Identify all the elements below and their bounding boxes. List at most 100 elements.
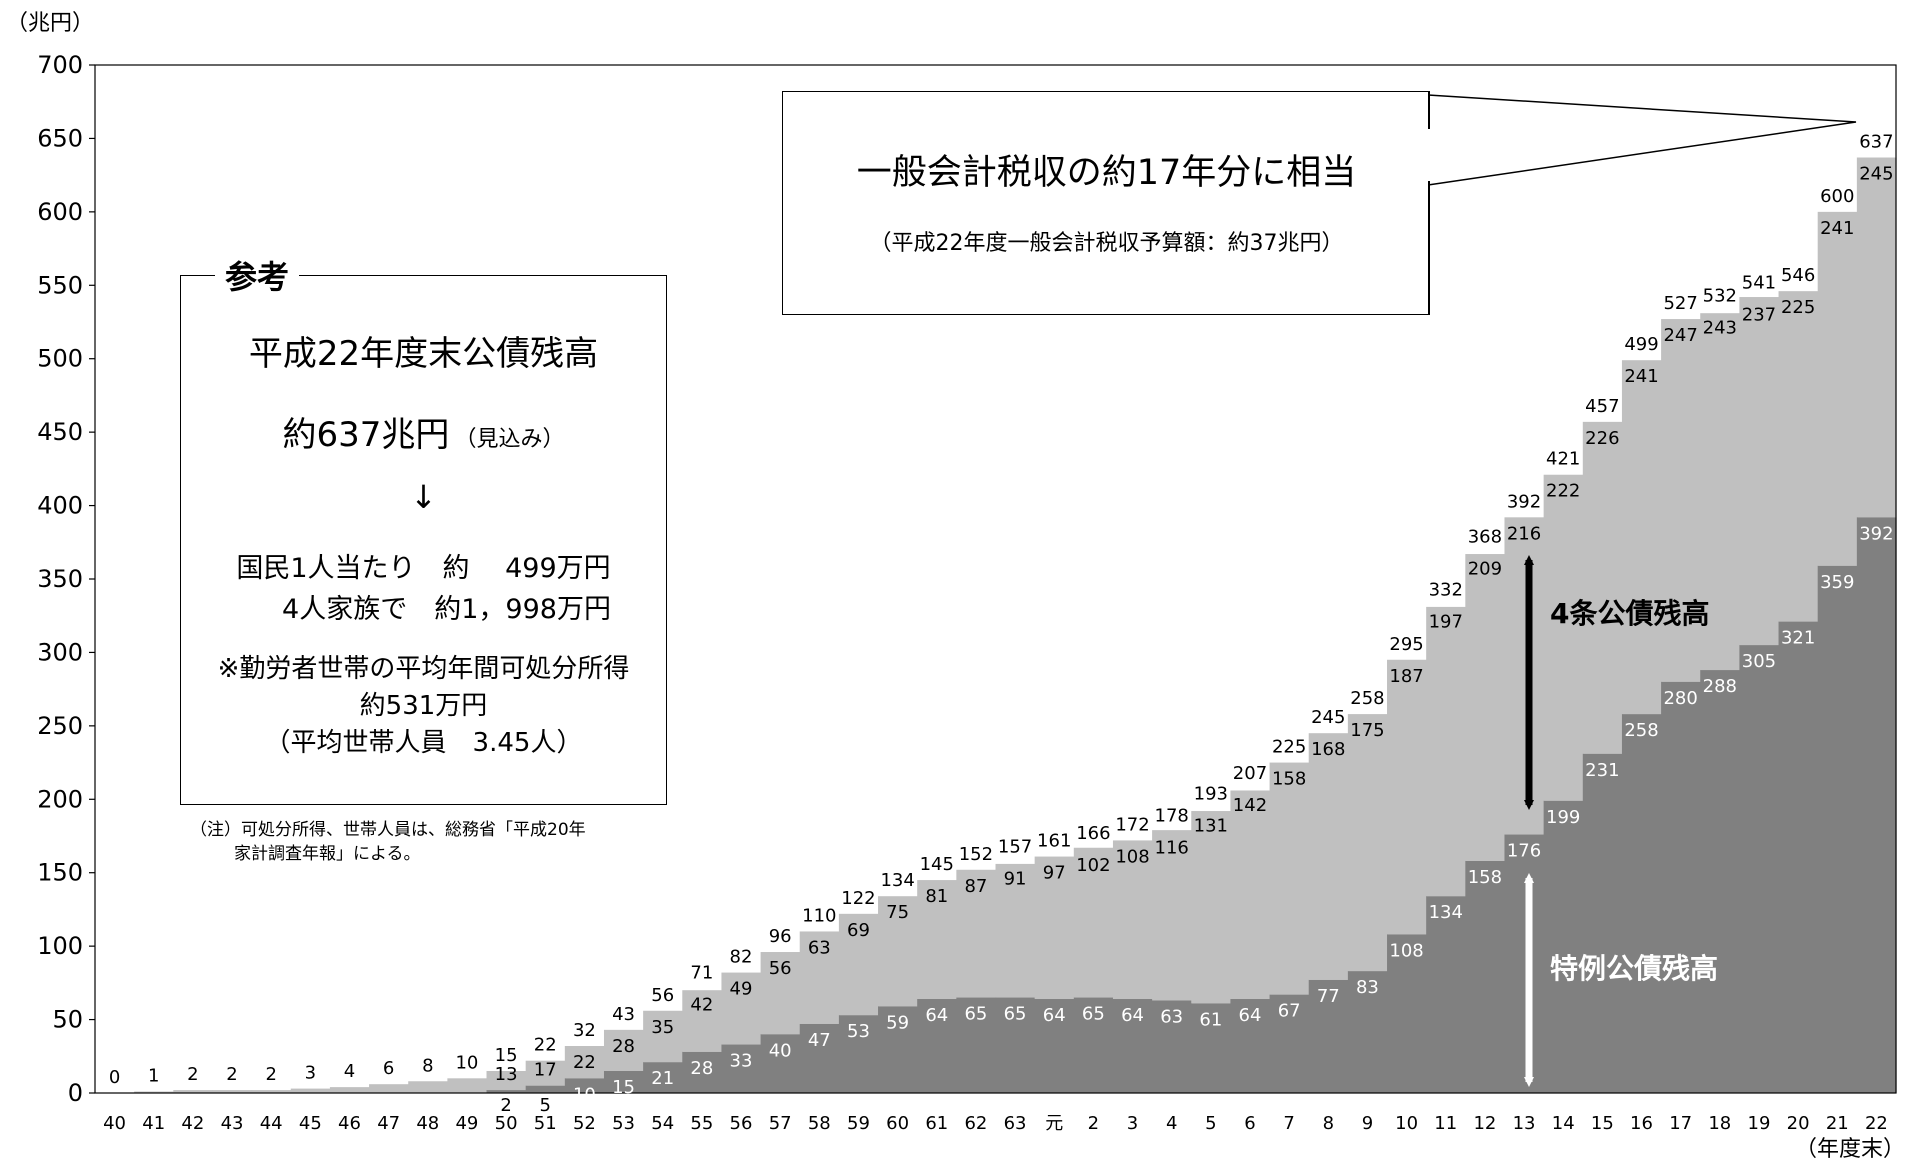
bar-tokurei-52 — [564, 1078, 605, 1093]
x-tick-label: 17 — [1669, 1113, 1692, 1134]
y-axis-unit: （兆円） — [6, 11, 94, 36]
series-tokurei-label: 40 — [769, 1040, 792, 1061]
y-tick-label: 100 — [37, 932, 83, 960]
series-4jo-label: 22 — [573, 1052, 596, 1073]
series-4jo-label: 81 — [925, 886, 948, 907]
bar-4jo-44 — [251, 1090, 292, 1093]
total-label: 172 — [1115, 814, 1149, 835]
total-label: 43 — [612, 1004, 635, 1025]
total-label: 245 — [1311, 707, 1345, 728]
x-tick-label: 6 — [1244, 1113, 1255, 1134]
series-4jo-label: 75 — [886, 902, 909, 923]
total-label: 3 — [305, 1063, 316, 1084]
series-tokurei-label: 305 — [1742, 651, 1776, 672]
total-label: 22 — [534, 1035, 557, 1056]
bar-tokurei-59 — [838, 1015, 879, 1093]
series-tokurei-label: 61 — [1199, 1009, 1222, 1030]
y-tick-label: 0 — [68, 1079, 83, 1107]
footnote-line1: （注）可処分所得、世帯人員は、総務省「平成20年 — [190, 820, 586, 840]
total-label: 71 — [690, 963, 713, 984]
total-label: 122 — [841, 888, 875, 909]
series-4jo-label: 209 — [1468, 559, 1502, 580]
bar-4jo-元 — [1034, 856, 1075, 1000]
bar-4jo-55 — [682, 990, 723, 1052]
total-label: 541 — [1742, 273, 1776, 294]
bar-4jo-43 — [212, 1090, 253, 1093]
total-label: 546 — [1781, 265, 1815, 286]
bar-tokurei-62 — [956, 997, 997, 1093]
x-tick-label: 63 — [1004, 1113, 1027, 1134]
bar-tokurei-2 — [1073, 997, 1114, 1093]
reference-note-amount: 約531万円 — [359, 691, 488, 721]
bar-4jo-11 — [1426, 606, 1466, 897]
series-tokurei-label: 33 — [730, 1051, 753, 1072]
x-tick-label: 44 — [260, 1113, 283, 1134]
bar-4jo-47 — [369, 1084, 409, 1093]
bar-4jo-3 — [1112, 840, 1153, 1000]
total-label: 637 — [1859, 132, 1893, 153]
x-tick-label: 53 — [612, 1113, 635, 1134]
total-label: 332 — [1429, 579, 1463, 600]
bar-4jo-63 — [995, 863, 1036, 998]
total-label: 457 — [1585, 396, 1619, 417]
series-4jo-label: 13 — [495, 1064, 518, 1085]
bar-4jo-41 — [134, 1091, 174, 1093]
total-label: 161 — [1037, 831, 1071, 852]
x-tick-label: 55 — [690, 1113, 713, 1134]
series-4jo-label: 142 — [1233, 795, 1267, 816]
series-4jo-label: 131 — [1194, 816, 1228, 837]
series-4jo-label: 97 — [1043, 863, 1066, 884]
reference-per-family: 4人家族で 約1，998万円 — [282, 594, 611, 625]
bar-tokurei-58 — [799, 1023, 840, 1093]
x-tick-label: 11 — [1434, 1113, 1457, 1134]
bar-4jo-19 — [1739, 297, 1780, 646]
bar-4jo-42 — [173, 1090, 214, 1093]
callout-title: 一般会計税収の約17年分に相当 — [856, 153, 1357, 193]
callout-box-right-bottom — [1428, 181, 1430, 315]
series-tokurei-label: 64 — [925, 1005, 948, 1026]
y-tick-label: 350 — [37, 565, 83, 593]
bar-4jo-22 — [1856, 157, 1897, 518]
series-4jo-label: 91 — [1004, 868, 1027, 889]
total-label: 499 — [1624, 334, 1658, 355]
series-tokurei-label: 321 — [1781, 628, 1815, 649]
series-4jo-label: 17 — [534, 1060, 557, 1081]
series-tokurei-label: 134 — [1429, 902, 1463, 923]
y-tick-label: 400 — [37, 492, 83, 520]
bar-4jo-18 — [1700, 313, 1740, 671]
x-tick-label: 14 — [1552, 1113, 1575, 1134]
bar-4jo-14 — [1543, 474, 1584, 801]
x-tick-label: 58 — [808, 1113, 831, 1134]
x-tick-label: 41 — [142, 1113, 165, 1134]
x-tick-label: 18 — [1708, 1113, 1731, 1134]
bar-tokurei-元 — [1034, 999, 1075, 1093]
series-4jo-label: 241 — [1624, 366, 1658, 387]
x-tick-label: 8 — [1323, 1113, 1334, 1134]
bar-tokurei-18 — [1700, 670, 1740, 1093]
series-tokurei-label: 359 — [1820, 572, 1854, 593]
total-label: 392 — [1507, 491, 1541, 512]
total-label: 96 — [769, 926, 792, 947]
series-tokurei-label: 47 — [808, 1030, 831, 1051]
series-4jo-label: 116 — [1155, 838, 1189, 859]
x-tick-label: 52 — [573, 1113, 596, 1134]
bar-tokurei-61 — [917, 999, 957, 1093]
x-tick-label: 3 — [1127, 1113, 1138, 1134]
series-4jo-label: 168 — [1311, 739, 1345, 760]
series-4jo-label: 216 — [1507, 523, 1541, 544]
callout-box-right-top — [1428, 91, 1430, 129]
reference-total-label: 平成22年度末公債残高 — [248, 334, 599, 374]
x-tick-label: 49 — [455, 1113, 478, 1134]
bar-tokurei-14 — [1543, 800, 1584, 1093]
bar-4jo-46 — [329, 1087, 370, 1093]
series-4jo-label: 237 — [1742, 305, 1776, 326]
series-tokurei-label: 288 — [1703, 676, 1737, 697]
total-label: 295 — [1389, 634, 1423, 655]
total-label: 527 — [1663, 293, 1697, 314]
reference-heading: 参考 — [215, 252, 300, 298]
bar-4jo-21 — [1817, 211, 1858, 566]
total-label: 6 — [383, 1058, 394, 1079]
series-tokurei-label: 28 — [690, 1058, 713, 1079]
series-tokurei-label: 280 — [1663, 688, 1697, 709]
series-4jo-label: 102 — [1076, 855, 1110, 876]
